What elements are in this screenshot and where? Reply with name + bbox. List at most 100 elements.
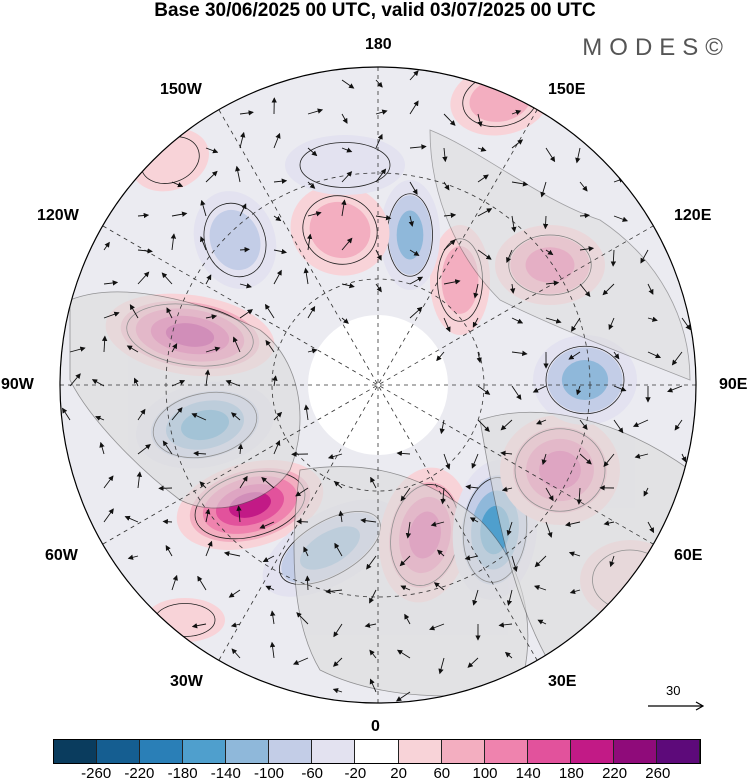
colorbar-bin-6 [312,740,356,763]
wind-arrow [370,476,377,489]
wind-arrow [307,305,316,319]
colorbar-ticks: -260 -220 -180 -140 -100 -60 -20 20 60 100 140 180 2… [0,765,750,783]
wind-arrow [191,413,207,421]
wind-arrow [579,246,595,252]
wind-arrow [333,480,343,489]
lon-label-90e: 90E [719,376,748,393]
wind-arrow [200,236,207,251]
wind-arrow [341,317,349,324]
wind-arrow [602,283,615,296]
colorbar-bin-4 [226,740,270,763]
reference-arrow [648,701,704,711]
colorbar-bin-5 [269,740,313,763]
wind-arrow [579,212,591,219]
wind-arrow [409,181,418,195]
wind-arrow [137,271,150,285]
wind-arrow [472,589,479,606]
wind-arrow [304,575,311,591]
wind-arrow [369,589,377,604]
colorbar-tick-label: 260 [645,765,671,782]
wind-arrow [296,612,309,625]
wind-arrow [126,345,139,353]
wind-arrow [506,589,513,606]
wind-arrow [273,248,288,255]
colorbar-tick-label: 140 [515,765,541,782]
wind-arrow [228,589,241,598]
wind-arrow [193,450,207,457]
lon-label-90w: 90W [1,376,34,393]
lon-label-60w: 60W [45,547,78,564]
wind-arrow [137,408,146,421]
wind-arrow [613,385,627,392]
wind-arrow [171,211,188,217]
wind-arrow [204,369,211,387]
wind-arrow [295,487,309,497]
colorbar-bin-3 [183,740,227,763]
wind-arrow [375,249,382,261]
wind-arrow [239,246,250,253]
wind-arrow [205,346,221,353]
colorbar-tick-label: 60 [433,765,451,782]
wind-arrow [325,588,343,594]
wind-arrow [338,510,344,523]
wind-arrow [430,521,445,527]
wind-arrow [409,100,419,115]
wind-arrow [545,487,554,502]
wind-arrow [341,283,355,289]
wind-arrow [369,649,377,659]
wind-arrow [409,306,423,319]
wind-arrow [443,453,451,470]
wind-arrow [171,407,183,421]
colorbar-tick-label: 20 [390,765,407,782]
graticule [60,67,696,703]
polar-cap [308,315,448,455]
wind-arrow [171,379,186,387]
wind-arrow [235,165,241,183]
wind-arrow [103,475,114,489]
anomaly-contour [561,360,609,400]
wind-arrow [440,487,446,505]
wind-arrow [199,481,207,489]
wind-arrow [69,346,86,353]
colorbar-tick-label: -20 [344,765,367,782]
wind-arrow [608,317,615,331]
wind-arrow [674,419,683,431]
wind-arrow [360,517,377,524]
wind-arrow [409,144,427,150]
colorbar-bin-7 [355,740,399,763]
wind-arrow [471,453,479,469]
wind-arrow [239,203,247,217]
wind-arrow [307,211,322,217]
colorbar-tick-label: -180 [167,765,198,782]
wind-arrow [225,379,241,387]
wind-arrow [647,283,654,295]
wind-arrow [375,215,392,221]
streamline-contour [302,195,378,265]
wind-arrow [341,113,348,124]
map-title: Base 30/06/2025 00 UTC, valid 03/07/2025… [154,0,596,21]
wind-arrow [511,109,522,115]
wind-arrow [579,419,588,430]
wind-arrow [239,309,254,319]
wind-arrow [443,239,456,251]
anomaly-contour [285,135,405,195]
wind-arrow [265,339,275,353]
wind-arrow [500,419,513,431]
wind-arrow [465,484,479,490]
colorbar-tick-label: -260 [81,765,112,782]
wind-arrow [273,269,282,285]
wind-arrow [273,215,282,222]
wind-arrow [162,440,173,455]
wind-arrow [375,109,388,115]
lon-label-180: 180 [365,36,392,53]
wind-arrow [341,147,353,153]
wind-arrow [341,79,355,89]
wind-arrow [395,691,411,702]
wind-arrow [205,314,218,320]
colorbar-bin-2 [140,740,184,763]
wind-arrow [205,540,213,557]
wind-arrow [366,555,377,570]
wind-arrow [409,70,419,81]
wind-arrow [500,450,513,457]
wind-arrow [332,688,343,694]
